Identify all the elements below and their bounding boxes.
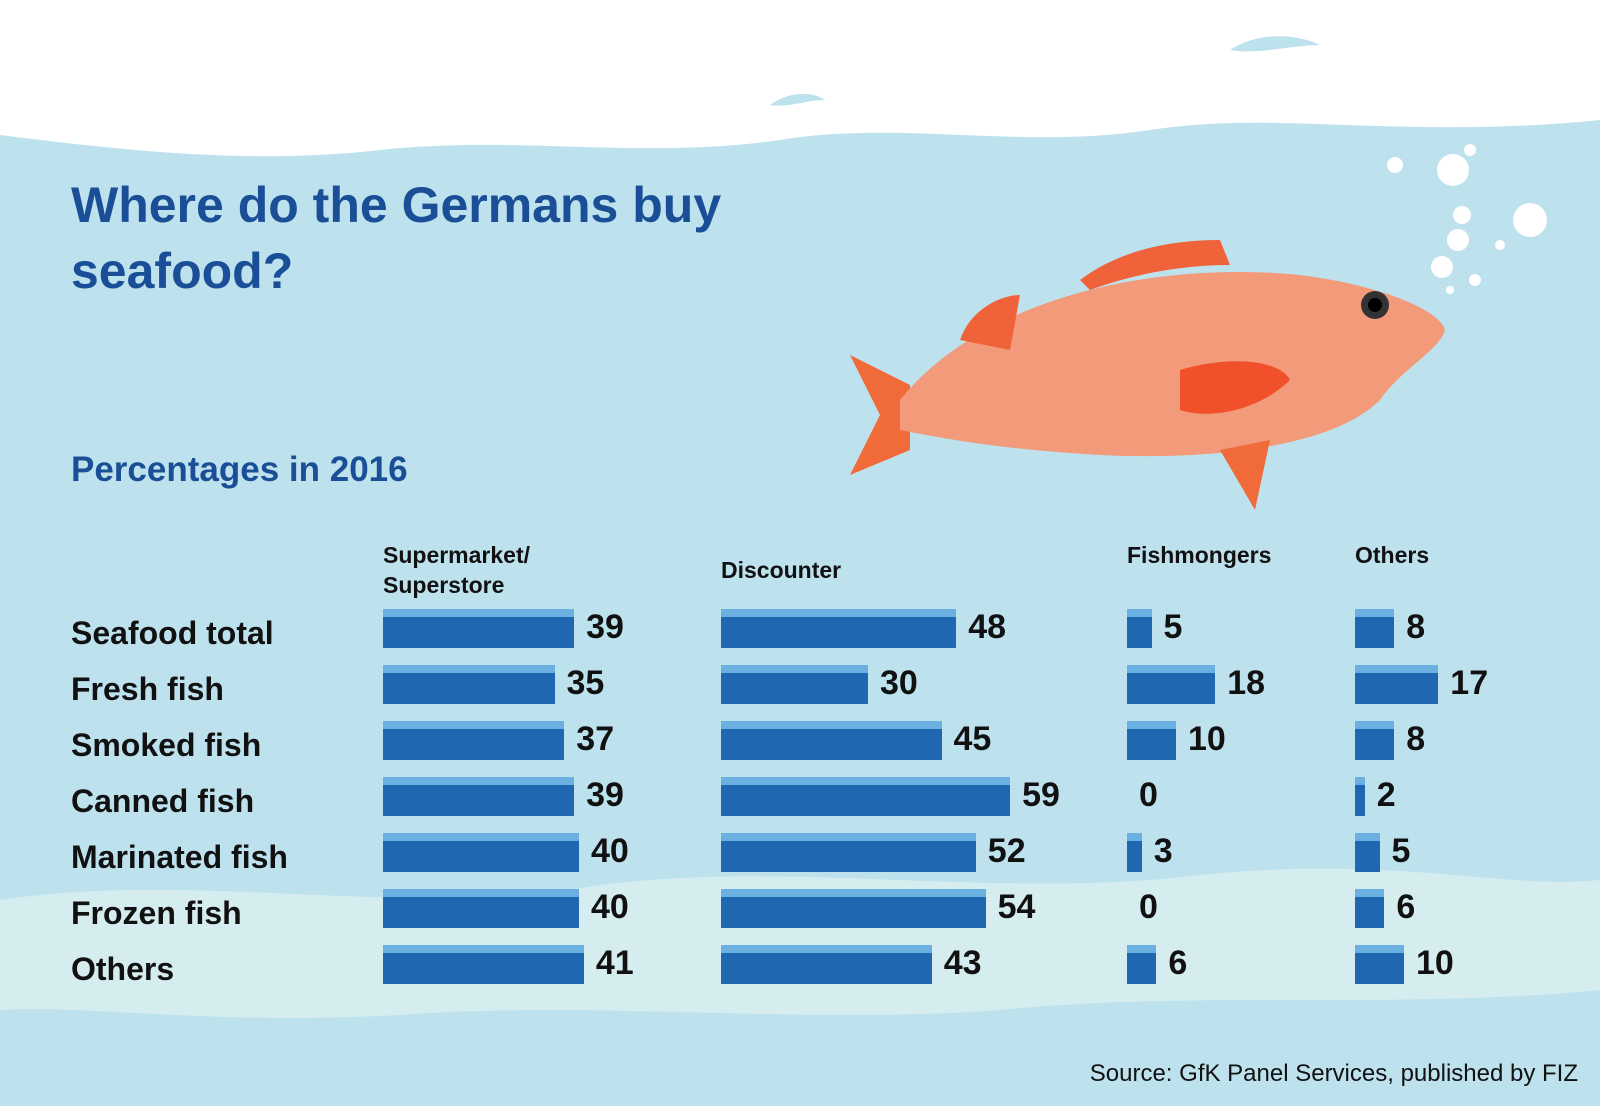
value-label: 54 [997, 888, 1036, 926]
value-label: 30 [880, 664, 918, 702]
fish-fin [1220, 440, 1270, 510]
bar [721, 777, 1011, 816]
value-label: 40 [591, 888, 629, 926]
value-label: 35 [566, 664, 605, 702]
fish-body [900, 271, 1445, 457]
value-label: 39 [586, 776, 624, 814]
legend-label: Discounter [721, 557, 842, 583]
bar [721, 721, 942, 760]
value-label: 52 [987, 832, 1026, 870]
bubble [1447, 229, 1469, 251]
value-label: 59 [1022, 776, 1060, 814]
row-label: Canned fish [71, 783, 255, 819]
row-label: Smoked fish [71, 727, 262, 763]
bar [383, 889, 579, 928]
bubbles [1387, 144, 1547, 294]
bubble [1513, 203, 1547, 237]
value-label: 5 [1391, 832, 1411, 870]
fish-fin [960, 295, 1020, 350]
wave [770, 93, 825, 106]
bar [1355, 945, 1404, 984]
legend-label: Others [1355, 542, 1430, 568]
value-label: 0 [1139, 776, 1158, 814]
value-label: 39 [586, 608, 624, 646]
value-label: 43 [943, 944, 982, 982]
bar [1127, 721, 1176, 760]
bar [1127, 945, 1157, 984]
value-label: 10 [1188, 720, 1226, 758]
row-label: Fresh fish [71, 671, 224, 707]
source-note: Source: GfK Panel Services, published by… [1089, 1060, 1578, 1087]
bubble [1437, 154, 1469, 186]
bar [1355, 665, 1439, 704]
chart-subtitle: Percentages in 2016 [71, 450, 408, 489]
bubble [1387, 157, 1403, 173]
bar [1127, 833, 1142, 872]
bar [383, 945, 584, 984]
bar [1355, 889, 1385, 928]
bar [721, 609, 957, 648]
chart-title: Where do the Germans buy seafood? [71, 177, 722, 299]
fish-fin [1180, 361, 1290, 414]
fish [850, 240, 1445, 510]
value-label: 48 [968, 608, 1007, 646]
bar [1127, 609, 1152, 648]
bar [383, 721, 565, 760]
bar [383, 833, 579, 872]
bar [383, 665, 555, 704]
value-label: 41 [595, 944, 634, 982]
fish-fin [1080, 240, 1230, 290]
value-label: 6 [1396, 888, 1416, 926]
row-label: Seafood total [71, 615, 274, 651]
value-label: 6 [1168, 944, 1188, 982]
bubble [1469, 274, 1481, 286]
bar [1127, 665, 1216, 704]
bubble [1453, 206, 1471, 224]
fish-pupil [1368, 298, 1382, 312]
value-label: 18 [1227, 664, 1266, 702]
value-label: 10 [1416, 944, 1454, 982]
bar [1355, 833, 1380, 872]
bar [383, 609, 575, 648]
legend-label: Fishmongers [1127, 542, 1272, 568]
value-label: 2 [1376, 776, 1396, 814]
bubble [1431, 256, 1453, 278]
row-label: Frozen fish [71, 895, 242, 931]
value-label: 0 [1139, 888, 1158, 926]
value-label: 37 [576, 720, 615, 758]
bubble [1464, 144, 1476, 156]
value-label: 8 [1406, 720, 1426, 758]
value-label: 17 [1450, 664, 1489, 702]
fish-tail [850, 355, 910, 475]
bar [721, 665, 868, 704]
bar [1355, 777, 1365, 816]
value-label: 45 [953, 720, 992, 758]
bubble [1446, 286, 1454, 294]
bar [721, 945, 932, 984]
value-label: 3 [1153, 832, 1173, 870]
value-label: 5 [1163, 608, 1183, 646]
bar [1355, 609, 1395, 648]
row-label: Others [71, 951, 175, 987]
row-label: Marinated fish [71, 839, 288, 875]
value-label: 8 [1406, 608, 1426, 646]
bar [721, 889, 986, 928]
bar [721, 833, 976, 872]
legend-label: Supermarket/ Superstore [383, 542, 531, 598]
bar [1355, 721, 1395, 760]
bar [383, 777, 575, 816]
bubble [1495, 240, 1505, 250]
value-label: 40 [591, 832, 629, 870]
wave [1230, 36, 1320, 52]
